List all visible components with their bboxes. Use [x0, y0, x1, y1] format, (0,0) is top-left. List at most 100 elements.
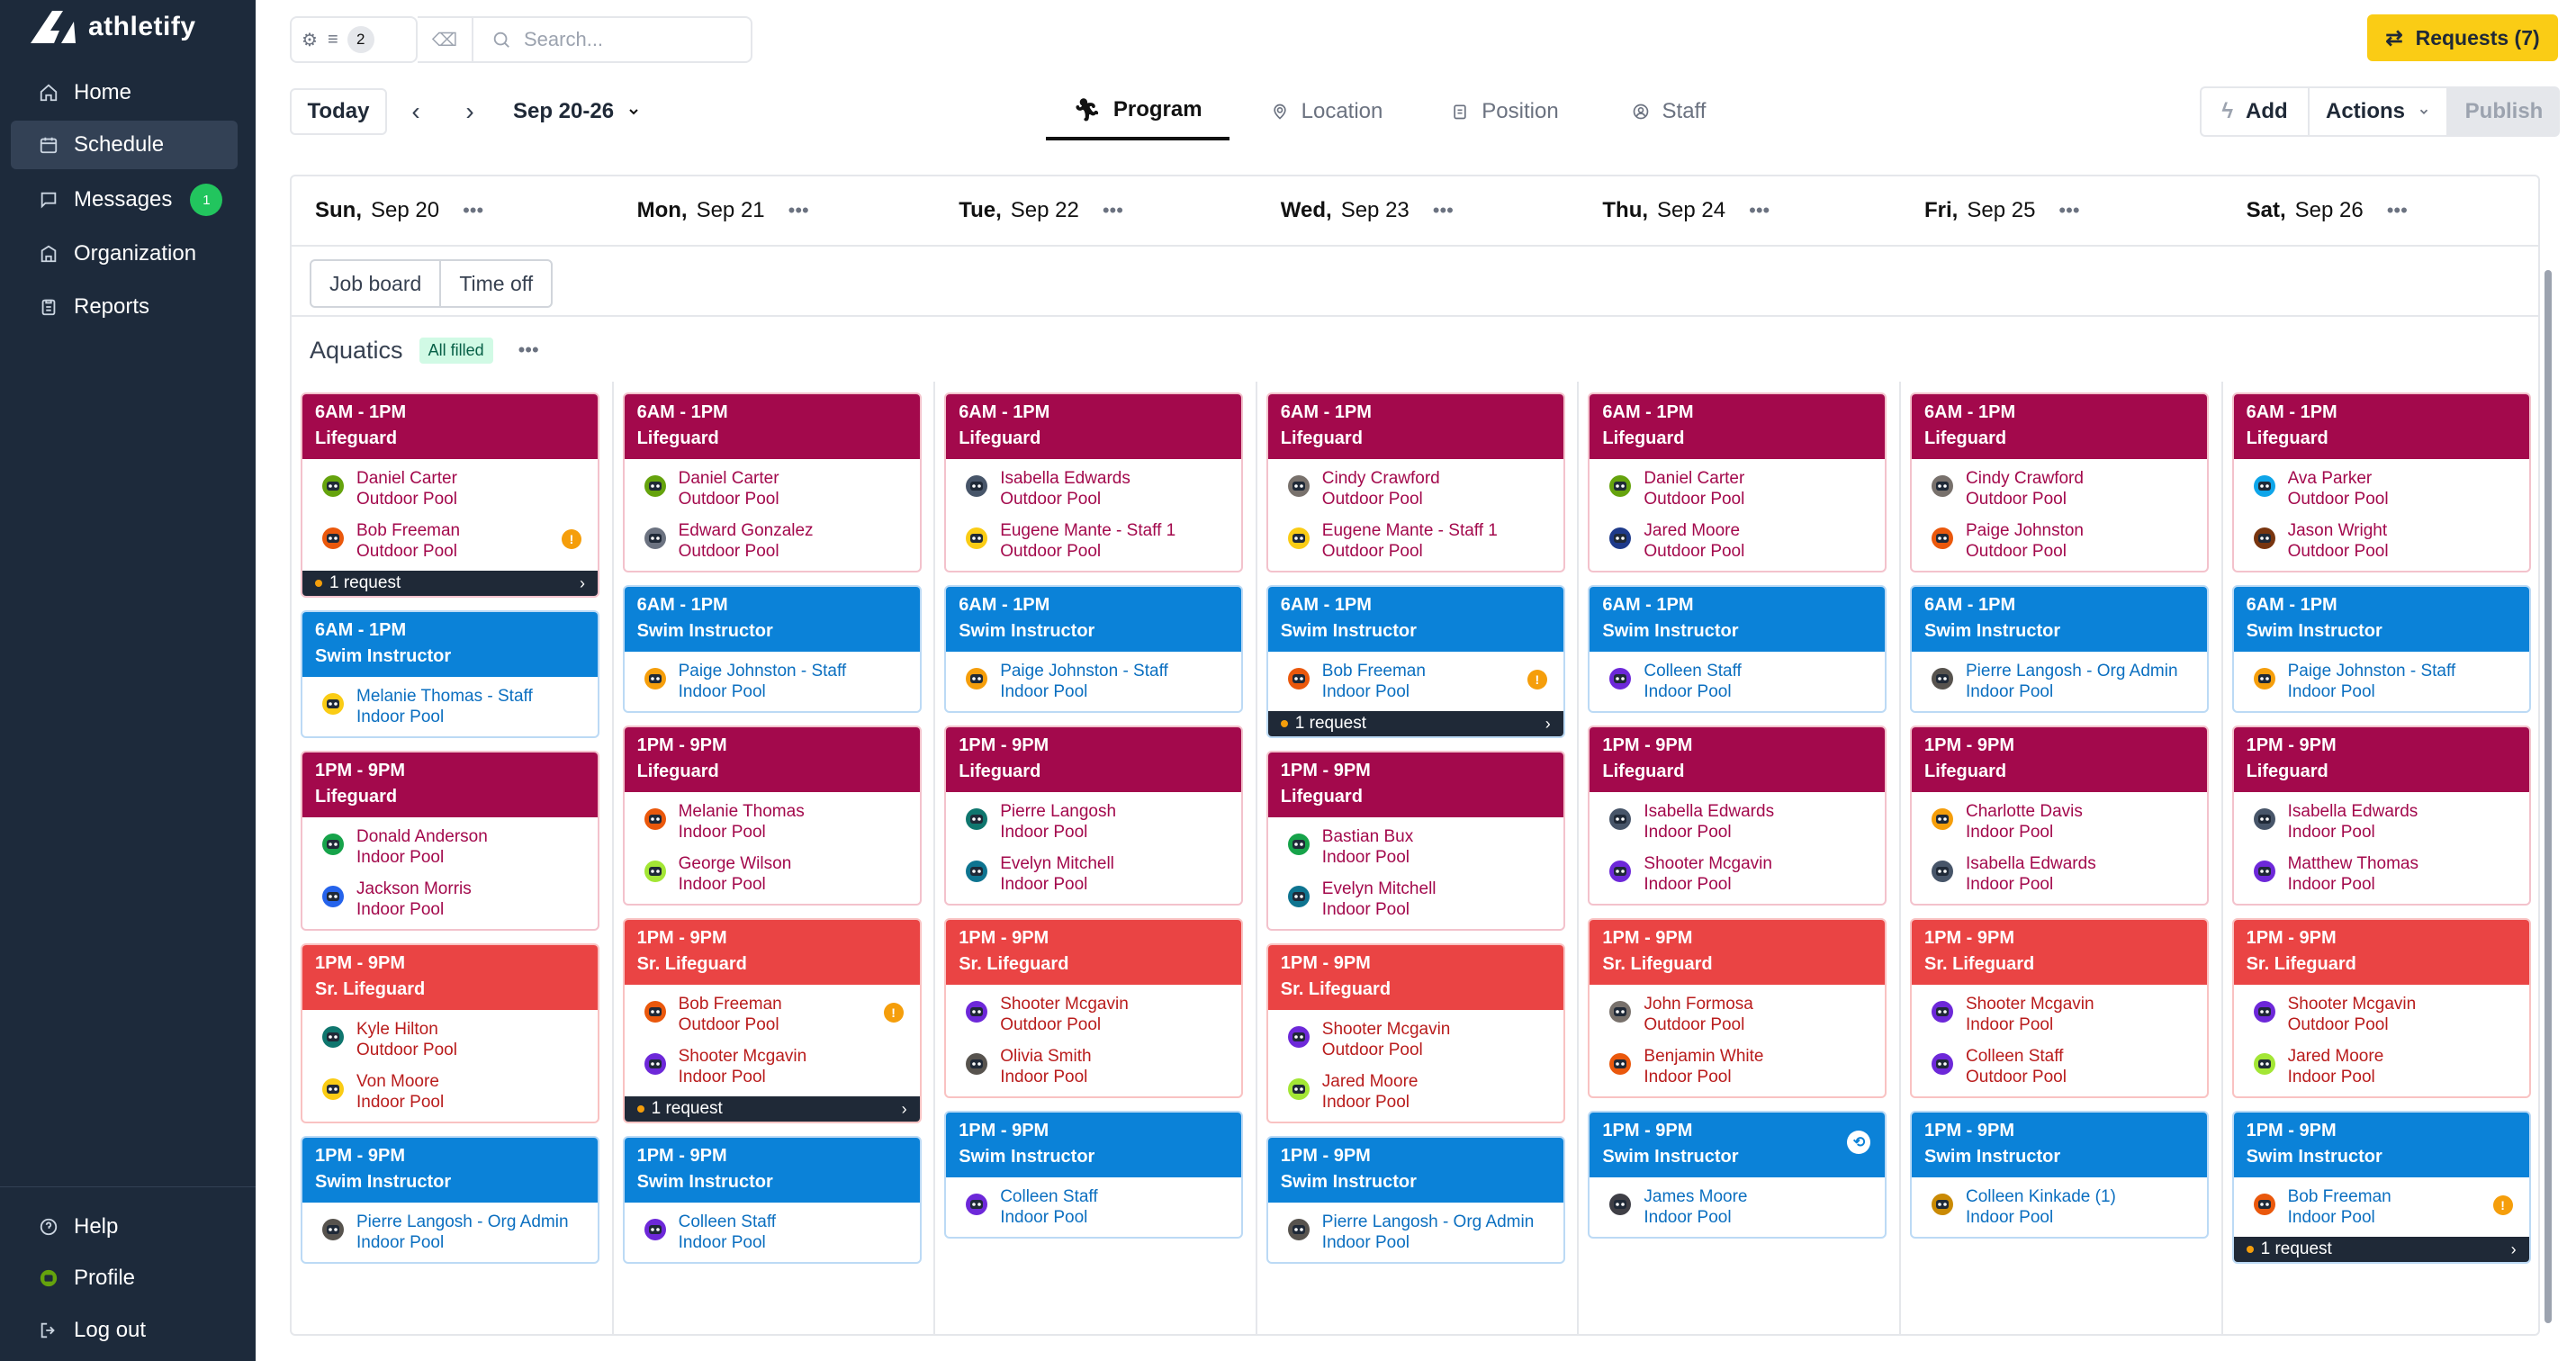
- assignment-row[interactable]: Shooter Mcgavin Outdoor Pool: [2234, 988, 2529, 1041]
- shift-card[interactable]: 6AM - 1PM Lifeguard Cindy Crawford Outdoor …: [1910, 392, 2209, 572]
- sidebar-item-messages[interactable]: Messages 1: [11, 176, 238, 224]
- shift-card[interactable]: 6AM - 1PM Swim Instructor Melanie Thomas -…: [301, 610, 599, 738]
- assignment-row[interactable]: Melanie Thomas - Staff Indoor Pool: [302, 680, 598, 733]
- clear-filters-button[interactable]: ⌫: [418, 16, 473, 63]
- assignment-row[interactable]: Charlotte Davis Indoor Pool: [1912, 796, 2207, 848]
- shift-card[interactable]: 1PM - 9PM Sr. Lifeguard Bob Freeman Outdoor…: [622, 918, 922, 1123]
- shift-card[interactable]: 6AM - 1PM Lifeguard Isabella Edwards Outdoo…: [944, 392, 1244, 572]
- assignment-row[interactable]: George Wilson Indoor Pool: [625, 848, 920, 900]
- assignment-row[interactable]: Pierre Langosh - Org Admin Indoor Pool: [302, 1206, 598, 1258]
- assignment-row[interactable]: Shooter Mcgavin Outdoor Pool: [1268, 1014, 1563, 1066]
- shift-card[interactable]: 6AM - 1PM Lifeguard Daniel Carter Outdoor P…: [301, 392, 599, 598]
- assignment-row[interactable]: Kyle Hilton Outdoor Pool: [302, 1014, 598, 1066]
- filter-button[interactable]: ⚙ ≡ 2: [290, 16, 418, 63]
- request-bar[interactable]: 1 request ›: [624, 1096, 920, 1122]
- shift-card[interactable]: 1PM - 9PM Lifeguard Charlotte Davis Indoor …: [1910, 726, 2209, 906]
- shift-card[interactable]: 6AM - 1PM Swim Instructor Colleen Staff Ind…: [1588, 585, 1887, 713]
- assignment-row[interactable]: Shooter Mcgavin Indoor Pool: [1590, 848, 1885, 900]
- assignment-row[interactable]: Colleen Staff Indoor Pool: [625, 1206, 920, 1258]
- assignment-row[interactable]: Cindy Crawford Outdoor Pool: [1268, 463, 1563, 515]
- shift-card[interactable]: 1PM - 9PM Swim Instructor Colleen Staff Ind…: [622, 1136, 922, 1264]
- assignment-row[interactable]: Bob Freeman Outdoor Pool!: [302, 515, 598, 567]
- day-options-icon[interactable]: •••: [788, 199, 809, 221]
- shift-card[interactable]: 1PM - 9PM Lifeguard Donald Anderson Indoor …: [301, 751, 599, 931]
- shift-card[interactable]: 6AM - 1PM Swim Instructor Paige Johnston -…: [622, 585, 922, 713]
- assignment-row[interactable]: Evelyn Mitchell Indoor Pool: [1268, 873, 1563, 925]
- sidebar-item-organization[interactable]: Organization: [11, 230, 238, 278]
- shift-card[interactable]: 6AM - 1PM Swim Instructor Bob Freeman Indoo…: [1265, 585, 1565, 738]
- shift-card[interactable]: 6AM - 1PM Swim Instructor Pierre Langosh -…: [1910, 585, 2209, 713]
- sidebar-item-profile[interactable]: Profile: [11, 1254, 238, 1302]
- shift-card[interactable]: 1PM - 9PM Sr. Lifeguard John Formosa Outdoo…: [1588, 918, 1887, 1098]
- today-button[interactable]: Today: [290, 88, 387, 135]
- tab-program[interactable]: 🏃︎ Program: [1046, 83, 1229, 140]
- assignment-row[interactable]: Isabella Edwards Indoor Pool: [2234, 796, 2529, 848]
- shift-card[interactable]: 1PM - 9PM Swim Instructor Colleen Kinkade …: [1910, 1111, 2209, 1239]
- shift-card[interactable]: 1PM - 9PM Swim Instructor Colleen Staff Ind…: [944, 1111, 1244, 1239]
- assignment-row[interactable]: Shooter Mcgavin Indoor Pool: [1912, 988, 2207, 1041]
- assignment-row[interactable]: Evelyn Mitchell Indoor Pool: [946, 848, 1241, 900]
- assignment-row[interactable]: Jason Wright Outdoor Pool: [2234, 515, 2529, 567]
- assignment-row[interactable]: Paige Johnston Outdoor Pool: [1912, 515, 2207, 567]
- assignment-row[interactable]: John Formosa Outdoor Pool: [1590, 988, 1885, 1041]
- day-options-icon[interactable]: •••: [1102, 199, 1123, 221]
- assignment-row[interactable]: Paige Johnston - Staff Indoor Pool: [625, 655, 920, 708]
- day-options-icon[interactable]: •••: [1749, 199, 1770, 221]
- assignment-row[interactable]: Colleen Staff Indoor Pool: [946, 1181, 1241, 1233]
- shift-card[interactable]: 1PM - 9PM Lifeguard Melanie Thomas Indoor P…: [622, 726, 922, 906]
- shift-card[interactable]: 1PM - 9PM Swim Instructor Pierre Langosh -…: [1265, 1136, 1565, 1264]
- request-bar[interactable]: 1 request ›: [302, 571, 598, 596]
- more-options-icon[interactable]: •••: [518, 338, 539, 361]
- job-board-button[interactable]: Job board: [311, 261, 442, 306]
- shift-card[interactable]: 1PM - 9PM Swim Instructor Pierre Langosh -…: [301, 1136, 599, 1264]
- assignment-row[interactable]: Melanie Thomas Indoor Pool: [625, 796, 920, 848]
- search-input[interactable]: Search...: [473, 16, 752, 63]
- assignment-row[interactable]: Bob Freeman Indoor Pool!: [2234, 1181, 2529, 1233]
- requests-button[interactable]: ⇄ Requests (7): [2367, 14, 2558, 61]
- request-bar[interactable]: 1 request ›: [1267, 711, 1563, 736]
- assignment-row[interactable]: Isabella Edwards Indoor Pool: [1590, 796, 1885, 848]
- assignment-row[interactable]: Pierre Langosh Indoor Pool: [946, 796, 1241, 848]
- assignment-row[interactable]: Jared Moore Outdoor Pool: [1590, 515, 1885, 567]
- shift-card[interactable]: 6AM - 1PM Swim Instructor Paige Johnston -…: [2231, 585, 2531, 713]
- next-week-button[interactable]: ›: [452, 88, 488, 135]
- assignment-row[interactable]: Olivia Smith Indoor Pool: [946, 1041, 1241, 1093]
- assignment-row[interactable]: Jared Moore Indoor Pool: [1268, 1066, 1563, 1118]
- vertical-scrollbar[interactable]: [2544, 270, 2552, 1323]
- shift-card[interactable]: 1PM - 9PM Lifeguard Bastian Bux Indoor Pool…: [1265, 751, 1565, 931]
- person-swap-icon[interactable]: ⟲: [1847, 1131, 1871, 1154]
- shift-card[interactable]: 1PM - 9PM Sr. Lifeguard Kyle Hilton Outdoor…: [301, 943, 599, 1123]
- shift-card[interactable]: 1PM - 9PM Swim Instructor Bob Freeman Indoo…: [2231, 1111, 2531, 1264]
- previous-week-button[interactable]: ‹: [398, 88, 434, 135]
- shift-card[interactable]: 6AM - 1PM Swim Instructor Paige Johnston -…: [944, 585, 1244, 713]
- request-bar[interactable]: 1 request ›: [2233, 1237, 2529, 1262]
- shift-card[interactable]: 1PM - 9PM Lifeguard Isabella Edwards Indoor…: [2231, 726, 2531, 906]
- assignment-row[interactable]: Daniel Carter Outdoor Pool: [302, 463, 598, 515]
- sidebar-item-reports[interactable]: Reports: [11, 283, 238, 331]
- assignment-row[interactable]: Bob Freeman Outdoor Pool!: [625, 988, 920, 1041]
- assignment-row[interactable]: Eugene Mante - Staff 1 Outdoor Pool: [946, 515, 1241, 567]
- assignment-row[interactable]: Cindy Crawford Outdoor Pool: [1912, 463, 2207, 515]
- tab-position[interactable]: Position: [1442, 83, 1568, 140]
- assignment-row[interactable]: Bastian Bux Indoor Pool: [1268, 821, 1563, 873]
- assignment-row[interactable]: Shooter Mcgavin Indoor Pool: [625, 1041, 920, 1093]
- assignment-row[interactable]: Ava Parker Outdoor Pool: [2234, 463, 2529, 515]
- add-button[interactable]: ϟ Add: [2200, 86, 2308, 137]
- shift-card[interactable]: 1PM - 9PM Swim Instructor ⟲ James Moore Indo…: [1588, 1111, 1887, 1239]
- assignment-row[interactable]: Bob Freeman Indoor Pool!: [1268, 655, 1563, 708]
- assignment-row[interactable]: Isabella Edwards Outdoor Pool: [946, 463, 1241, 515]
- shift-card[interactable]: 1PM - 9PM Sr. Lifeguard Shooter Mcgavin Out…: [944, 918, 1244, 1098]
- tab-location[interactable]: Location: [1255, 83, 1399, 140]
- assignment-row[interactable]: Donald Anderson Indoor Pool: [302, 821, 598, 873]
- assignment-row[interactable]: Colleen Kinkade (1) Indoor Pool: [1912, 1181, 2207, 1233]
- day-options-icon[interactable]: •••: [2058, 199, 2080, 221]
- assignment-row[interactable]: Paige Johnston - Staff Indoor Pool: [2234, 655, 2529, 708]
- day-options-icon[interactable]: •••: [463, 199, 484, 221]
- shift-card[interactable]: 6AM - 1PM Lifeguard Daniel Carter Outdoor P…: [1588, 392, 1887, 572]
- assignment-row[interactable]: Pierre Langosh - Org Admin Indoor Pool: [1268, 1206, 1563, 1258]
- brand[interactable]: athletify: [29, 9, 196, 45]
- assignment-row[interactable]: James Moore Indoor Pool: [1590, 1181, 1885, 1233]
- sidebar-item-help[interactable]: Help: [11, 1203, 238, 1251]
- shift-card[interactable]: 1PM - 9PM Sr. Lifeguard Shooter Mcgavin Out…: [2231, 918, 2531, 1098]
- assignment-row[interactable]: Benjamin White Indoor Pool: [1590, 1041, 1885, 1093]
